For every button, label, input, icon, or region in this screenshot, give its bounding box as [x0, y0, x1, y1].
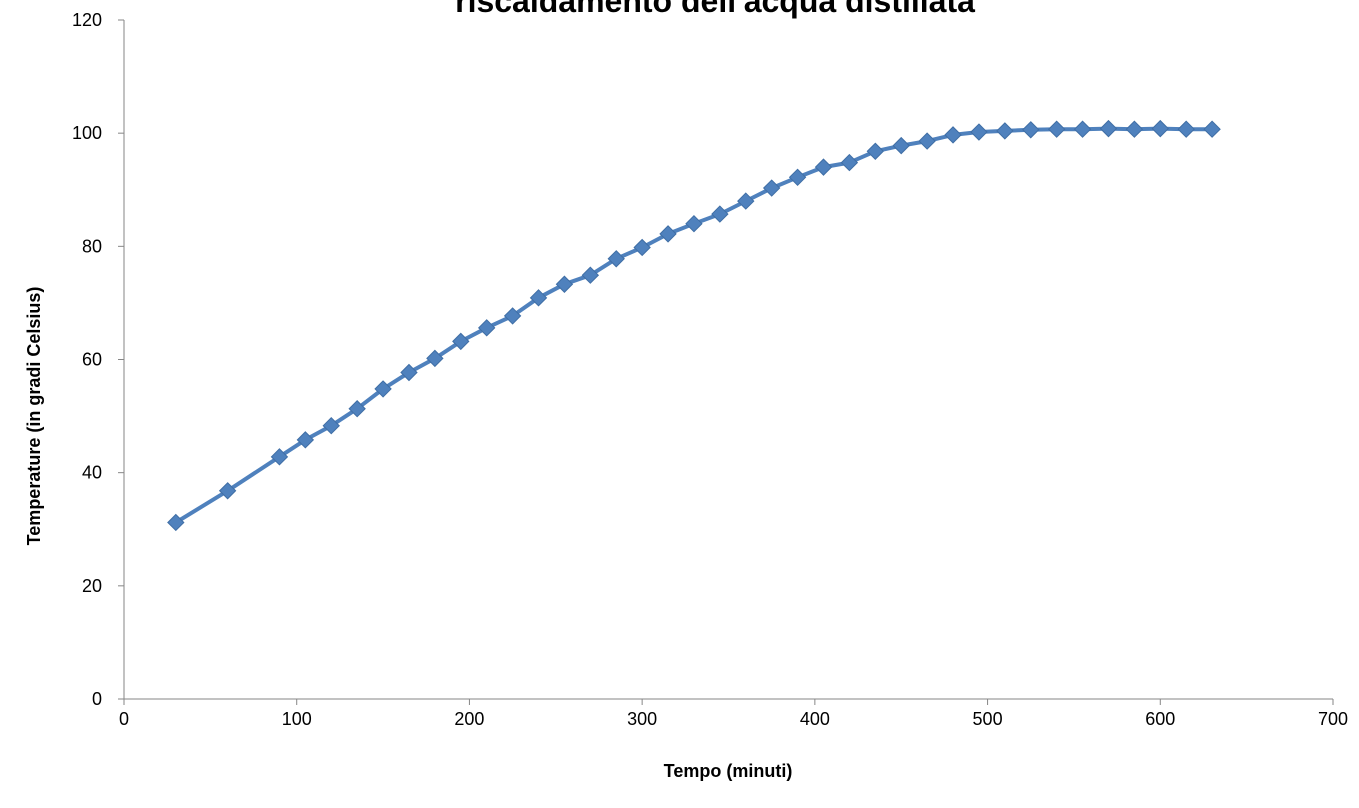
data-point-marker: [1177, 120, 1195, 138]
data-point-marker: [426, 349, 444, 368]
data-point-marker: [270, 448, 289, 466]
axes: [123, 20, 1333, 700]
chart-title: riscaldamento dell'acqua distillata: [455, 0, 975, 19]
data-point-marker: [452, 332, 470, 351]
data-point-marker: [1047, 120, 1066, 138]
data-point-marker: [866, 142, 885, 160]
data-point-marker: [607, 250, 625, 268]
data-point-marker: [477, 319, 496, 337]
data-point-marker: [296, 431, 315, 449]
data-point-marker: [711, 205, 729, 223]
y-tick-label: 100: [72, 123, 102, 143]
data-point-marker: [892, 136, 910, 155]
data-point-marker: [737, 192, 755, 210]
data-point-marker: [659, 225, 677, 243]
data-point-marker: [633, 238, 651, 257]
data-point-marker: [555, 275, 574, 293]
x-axis-title: Tempo (minuti): [664, 761, 793, 781]
y-tick-label: 40: [82, 463, 102, 483]
data-point-marker: [400, 363, 418, 382]
data-point-marker: [322, 416, 340, 435]
data-point-marker: [1099, 119, 1118, 138]
data-point-marker: [788, 168, 807, 187]
series-temperature: [167, 119, 1221, 532]
data-point-marker: [581, 266, 600, 284]
x-tick-label: 600: [1145, 709, 1175, 729]
x-tick-label: 300: [627, 709, 657, 729]
y-tick-label: 80: [82, 236, 102, 256]
series-line: [174, 126, 1213, 525]
x-tick-label: 400: [800, 709, 830, 729]
data-point-marker: [996, 122, 1014, 140]
data-point-marker: [348, 400, 366, 418]
y-tick-label: 120: [72, 10, 102, 30]
y-ticks: 0 20 40 60 80 100 120: [72, 10, 124, 709]
data-point-marker: [918, 132, 936, 150]
x-ticks: 0 100 200 300 400 500 600 700: [119, 699, 1348, 729]
data-point-marker: [840, 153, 859, 172]
y-tick-label: 20: [82, 576, 102, 596]
x-tick-label: 100: [282, 709, 312, 729]
data-point-marker: [1022, 121, 1040, 139]
data-point-marker: [529, 289, 548, 307]
data-point-marker: [1151, 119, 1169, 138]
data-point-marker: [167, 513, 185, 532]
y-tick-label: 60: [82, 350, 102, 370]
data-point-marker: [1073, 120, 1092, 138]
data-point-marker: [218, 482, 237, 500]
x-tick-label: 0: [119, 709, 129, 729]
y-axis-title: Temperature (in gradi Celsius): [24, 287, 44, 546]
x-tick-label: 500: [973, 709, 1003, 729]
data-point-marker: [503, 307, 522, 325]
data-point-marker: [1203, 120, 1221, 138]
data-point-marker: [374, 380, 392, 398]
x-tick-label: 200: [454, 709, 484, 729]
data-point-marker: [685, 214, 703, 233]
x-tick-label: 700: [1318, 709, 1348, 729]
data-point-marker: [814, 158, 833, 176]
data-point-marker: [1125, 120, 1144, 138]
data-point-marker: [970, 123, 988, 141]
data-point-marker: [944, 126, 962, 144]
data-point-marker: [762, 179, 781, 197]
y-tick-label: 0: [92, 689, 102, 709]
